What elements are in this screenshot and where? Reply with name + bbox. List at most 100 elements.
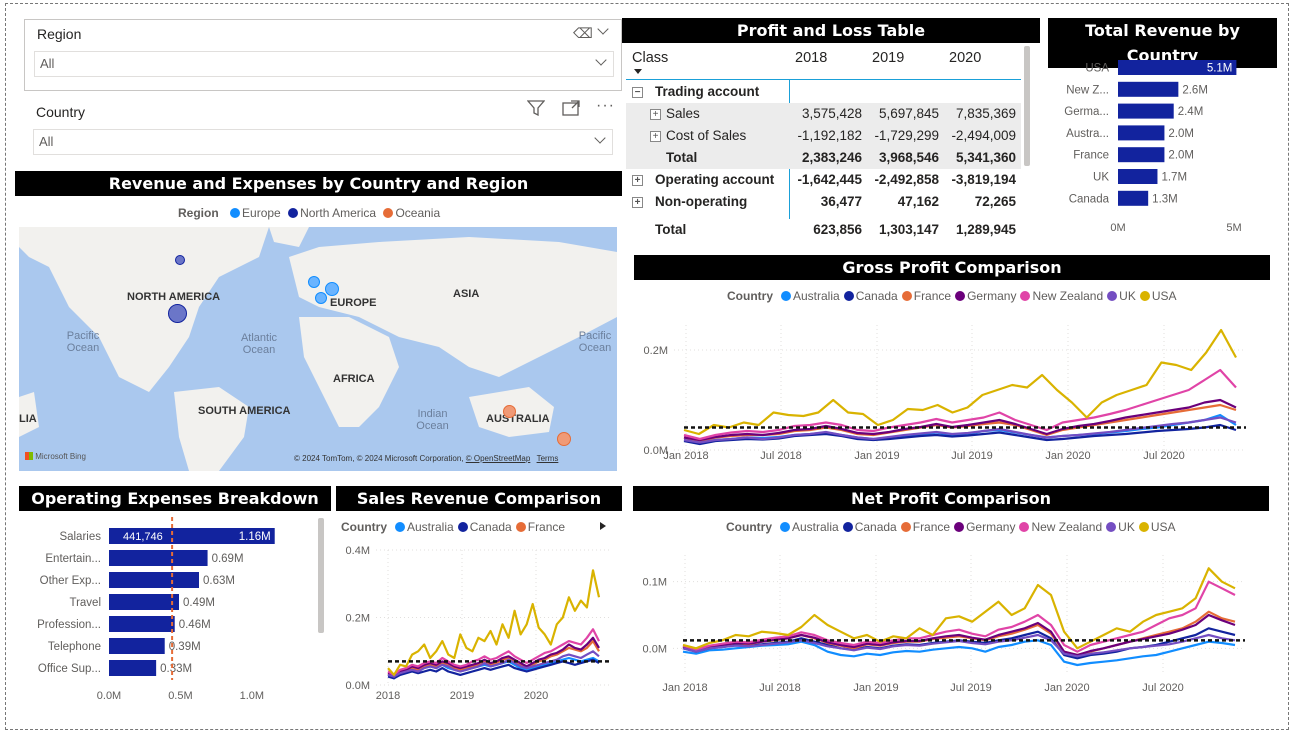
series-line[interactable]: [387, 569, 601, 676]
y-tick-label: 0.2M: [346, 613, 370, 625]
map-legend-title: Region: [178, 206, 219, 220]
bar[interactable]: [109, 616, 175, 632]
bar[interactable]: [109, 528, 275, 544]
pl-row: − Trading account: [626, 81, 1021, 103]
bubble-germany[interactable]: [325, 282, 339, 296]
legend-item[interactable]: Germany: [966, 520, 1016, 534]
legend-item[interactable]: USA: [1151, 289, 1177, 303]
pl-header-2018[interactable]: 2018: [795, 50, 828, 66]
more-options-icon[interactable]: ···: [596, 97, 615, 114]
expand-icon[interactable]: +: [650, 131, 661, 142]
bar-category-label: New Z...: [1066, 84, 1109, 96]
legend-europe[interactable]: Europe: [242, 206, 281, 220]
terms-link[interactable]: Terms: [536, 454, 559, 463]
bar-category-label: Canada: [1069, 193, 1110, 205]
legend-item[interactable]: Canada: [855, 289, 898, 303]
series-line[interactable]: [683, 398, 1237, 442]
chevron-down-icon[interactable]: [597, 23, 609, 35]
map-credits: © 2024 TomTom, © 2024 Microsoft Corporat…: [294, 454, 558, 463]
legend-item[interactable]: Canada: [854, 520, 897, 534]
map-credits-text: © 2024 TomTom, © 2024 Microsoft Corporat…: [294, 454, 464, 463]
legend-item[interactable]: Canada: [469, 520, 512, 534]
bar-category-label: Profession...: [37, 619, 101, 631]
bubble-canada[interactable]: [175, 255, 185, 265]
eraser-icon[interactable]: ⌫: [573, 25, 593, 41]
bar-data-label: 2.0M: [1168, 128, 1194, 140]
expand-icon[interactable]: +: [650, 109, 661, 120]
bubble-new-zealand[interactable]: [557, 432, 571, 446]
bar[interactable]: [109, 660, 157, 676]
series-line[interactable]: [683, 416, 1237, 444]
world-map[interactable]: NORTH AMERICA EUROPE ASIA AFRICA SOUTH A…: [19, 227, 617, 471]
bar[interactable]: [1118, 190, 1149, 206]
pl-header-row: Class 2018 2019 2020: [626, 44, 1021, 80]
opex-scrollbar[interactable]: [318, 518, 324, 633]
region-dropdown[interactable]: All: [34, 51, 614, 77]
series-line[interactable]: [682, 580, 1236, 653]
legend-north-america[interactable]: North America: [300, 206, 377, 220]
net-profit-chart: 0.0M 0.1M Jan 2018 Jul 2018 Jan 2019 Jul 2019…: [643, 555, 1245, 694]
legend-item[interactable]: USA: [1150, 520, 1176, 534]
bar[interactable]: [109, 550, 208, 566]
expand-icon[interactable]: +: [632, 175, 643, 186]
series-line[interactable]: [683, 328, 1237, 436]
legend-item[interactable]: Australia: [793, 289, 840, 303]
legend-item[interactable]: Germany: [967, 289, 1017, 303]
series-line[interactable]: [682, 567, 1236, 650]
pl-header-2019[interactable]: 2019: [872, 50, 905, 66]
legend-item[interactable]: New Zealand: [1032, 289, 1104, 303]
legend-item[interactable]: New Zealand: [1031, 520, 1103, 534]
bar[interactable]: [1118, 103, 1174, 119]
legend-item[interactable]: France: [913, 289, 952, 303]
pl-header-class[interactable]: Class: [632, 50, 669, 66]
x-tick-label: Jan 2019: [853, 682, 898, 694]
filter-icon[interactable]: [526, 100, 546, 117]
pl-row-label: Cost of Sales: [666, 128, 747, 143]
pl-scrollbar[interactable]: [1024, 46, 1030, 166]
x-tick-label: 5M: [1226, 222, 1241, 234]
bar[interactable]: [1118, 125, 1165, 141]
legend-next-arrow-icon[interactable]: [600, 522, 606, 530]
series-line[interactable]: [387, 650, 600, 678]
bar[interactable]: [1118, 147, 1165, 163]
series-line[interactable]: [683, 368, 1237, 441]
bubble-usa[interactable]: [168, 304, 187, 323]
gross-profit-title: Gross Profit Comparison: [634, 255, 1270, 280]
bar[interactable]: [1118, 81, 1179, 97]
series-line[interactable]: [387, 628, 600, 676]
bar-category-label: USA: [1085, 63, 1109, 75]
x-tick-label: Jan 2019: [854, 450, 899, 462]
osm-link[interactable]: © OpenStreetMap: [465, 454, 531, 463]
bubble-uk[interactable]: [308, 276, 320, 288]
legend-oceania[interactable]: Oceania: [395, 206, 441, 220]
pl-row-label: Operating account: [655, 172, 775, 187]
legend-item[interactable]: Australia: [407, 520, 454, 534]
bar[interactable]: [1118, 169, 1158, 184]
legend-item[interactable]: France: [912, 520, 951, 534]
expand-icon[interactable]: +: [632, 197, 643, 208]
bar[interactable]: [109, 594, 179, 610]
series-line[interactable]: [682, 639, 1236, 667]
pl-row-label: Sales: [666, 106, 700, 121]
bar[interactable]: [109, 638, 165, 654]
legend-dot: [1138, 522, 1149, 532]
collapse-icon[interactable]: −: [632, 87, 643, 98]
bubble-australia[interactable]: [503, 405, 516, 418]
region-slicer[interactable]: Region ⌫ All: [24, 19, 622, 91]
bubble-france[interactable]: [315, 292, 327, 304]
pl-header-2020[interactable]: 2020: [949, 50, 982, 66]
legend-item[interactable]: France: [527, 520, 566, 534]
legend-item[interactable]: UK: [1119, 289, 1136, 303]
legend-dot: [1019, 522, 1030, 532]
legend-item[interactable]: UK: [1118, 520, 1135, 534]
bar[interactable]: [109, 572, 199, 588]
focus-mode-icon[interactable]: [562, 100, 580, 116]
series-line[interactable]: [387, 639, 600, 678]
bar[interactable]: [1118, 60, 1237, 75]
legend-item[interactable]: Australia: [792, 520, 839, 534]
legend-dot: [395, 522, 405, 532]
country-slicer[interactable]: Country ··· All: [24, 96, 622, 160]
pl-cell: 5,341,360: [955, 150, 1016, 165]
pl-cell: -2,494,009: [951, 128, 1016, 143]
country-dropdown[interactable]: All: [33, 129, 613, 155]
